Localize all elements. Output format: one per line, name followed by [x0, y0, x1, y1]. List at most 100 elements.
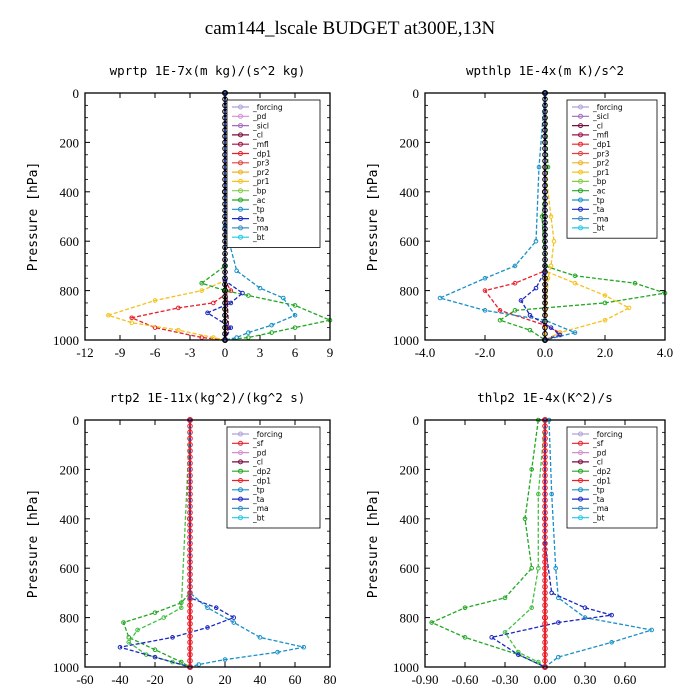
series-marker-forcing	[542, 614, 548, 621]
x-tick-label: 60	[289, 672, 302, 687]
series-marker-forcing	[187, 423, 193, 429]
legend-label: _ta	[592, 205, 604, 214]
series-marker-tp	[536, 164, 542, 170]
series-marker-ac	[512, 308, 518, 313]
x-tick-label: -9	[115, 345, 126, 360]
y-tick-label: 200	[60, 462, 80, 477]
series-marker-forcing	[542, 139, 548, 146]
legend-label: _forcing	[252, 430, 283, 439]
y-tick-label: 0	[413, 413, 420, 428]
series-marker-tp	[281, 295, 286, 301]
y-tick-label: 400	[400, 512, 420, 527]
series-marker-forcing	[222, 331, 228, 337]
x-tick-label: 0	[222, 345, 229, 360]
series-marker-forcing	[542, 306, 548, 312]
series-marker-ta	[170, 635, 175, 640]
y-tick-label: 400	[60, 512, 80, 527]
series-marker-ac	[527, 327, 533, 333]
series-marker-dp1	[126, 640, 132, 645]
legend-label: _tp	[252, 486, 265, 495]
series-marker-forcing	[187, 590, 193, 596]
series-marker-forcing	[542, 602, 548, 609]
series-marker-dp2	[178, 659, 184, 665]
series-marker-forcing	[542, 534, 548, 541]
series-marker-forcing	[187, 516, 193, 522]
series-marker-pr1	[211, 335, 216, 340]
legend-marker	[238, 216, 243, 222]
y-tick-label: 200	[60, 135, 80, 150]
series-marker-tp	[222, 657, 228, 662]
series-marker-forcing	[542, 540, 548, 547]
series-marker-forcing	[542, 121, 548, 127]
y-tick-label: 1000	[53, 333, 79, 348]
legend-label: _dp1	[592, 476, 611, 485]
series-marker-forcing	[542, 571, 548, 578]
series-marker-tp	[649, 627, 654, 633]
legend-marker	[238, 234, 243, 240]
legend-marker	[238, 141, 243, 147]
series-marker-forcing	[187, 509, 193, 516]
series-marker-forcing	[187, 454, 193, 460]
series-marker-ac	[269, 330, 274, 335]
x-tick-label: 3	[257, 345, 264, 360]
legend-marker	[578, 123, 583, 129]
y-tick-label: 200	[400, 462, 420, 477]
series-marker-forcing	[542, 127, 548, 133]
series-marker-forcing	[542, 96, 548, 102]
legend-marker	[578, 132, 583, 138]
series-marker-dp2	[462, 635, 468, 640]
series-marker-tp	[257, 285, 263, 291]
series-marker-forcing	[542, 448, 548, 454]
series-marker-forcing	[222, 263, 228, 269]
series-marker-forcing	[187, 620, 193, 627]
legend-marker	[578, 141, 583, 147]
series-marker-forcing	[187, 658, 193, 664]
y-tick-label: 400	[60, 185, 80, 200]
legend-marker	[238, 206, 243, 212]
legend-label: _pd	[252, 448, 267, 457]
series-marker-ta	[489, 635, 494, 640]
series-marker-ta	[609, 612, 614, 618]
series-marker-tp	[196, 662, 202, 667]
series-marker-forcing	[542, 133, 548, 140]
series-marker-tp	[231, 620, 237, 625]
legend-label: _cl	[252, 458, 263, 467]
x-tick-label: 0	[187, 672, 194, 687]
series-marker-ac	[632, 280, 638, 286]
series-marker-ta	[228, 300, 234, 306]
series-marker-forcing	[187, 571, 193, 578]
series-marker-ta	[152, 654, 158, 660]
series-line-ta	[119, 420, 236, 668]
legend-label: _ac	[592, 187, 605, 196]
series-marker-forcing	[542, 331, 548, 337]
series-marker-forcing	[542, 497, 548, 504]
x-tick-label: 0.30	[574, 672, 597, 687]
series-marker-ta	[527, 313, 533, 318]
series-marker-forcing	[187, 583, 193, 590]
series-marker-tp	[549, 491, 554, 497]
series-marker-dp1	[536, 565, 541, 571]
legend-label: _pr3	[252, 159, 270, 168]
y-axis-label: Pressure [hPa]	[366, 489, 381, 599]
series-line-dp1	[483, 93, 562, 341]
legend-label: _forcing	[592, 430, 623, 439]
legend-marker	[578, 431, 583, 437]
series-marker-tp	[556, 654, 561, 660]
series-marker-tp	[512, 263, 518, 269]
legend-marker	[238, 440, 243, 446]
series-marker-dp1	[228, 288, 234, 293]
series-marker-dp2	[529, 467, 534, 472]
legend-label: _ta	[252, 495, 264, 504]
series-marker-forcing	[187, 565, 193, 572]
legend-marker	[238, 478, 243, 483]
series-marker-tp	[234, 268, 239, 274]
series-marker-tp	[482, 275, 488, 281]
legend-marker	[578, 459, 583, 465]
legend-marker	[238, 197, 243, 203]
series-marker-forcing	[542, 559, 548, 565]
series-marker-dp2	[462, 605, 468, 611]
series-marker-forcing	[542, 219, 548, 226]
series-marker-forcing	[542, 293, 548, 300]
series-marker-forcing	[542, 491, 548, 497]
series-marker-ta	[582, 605, 588, 611]
